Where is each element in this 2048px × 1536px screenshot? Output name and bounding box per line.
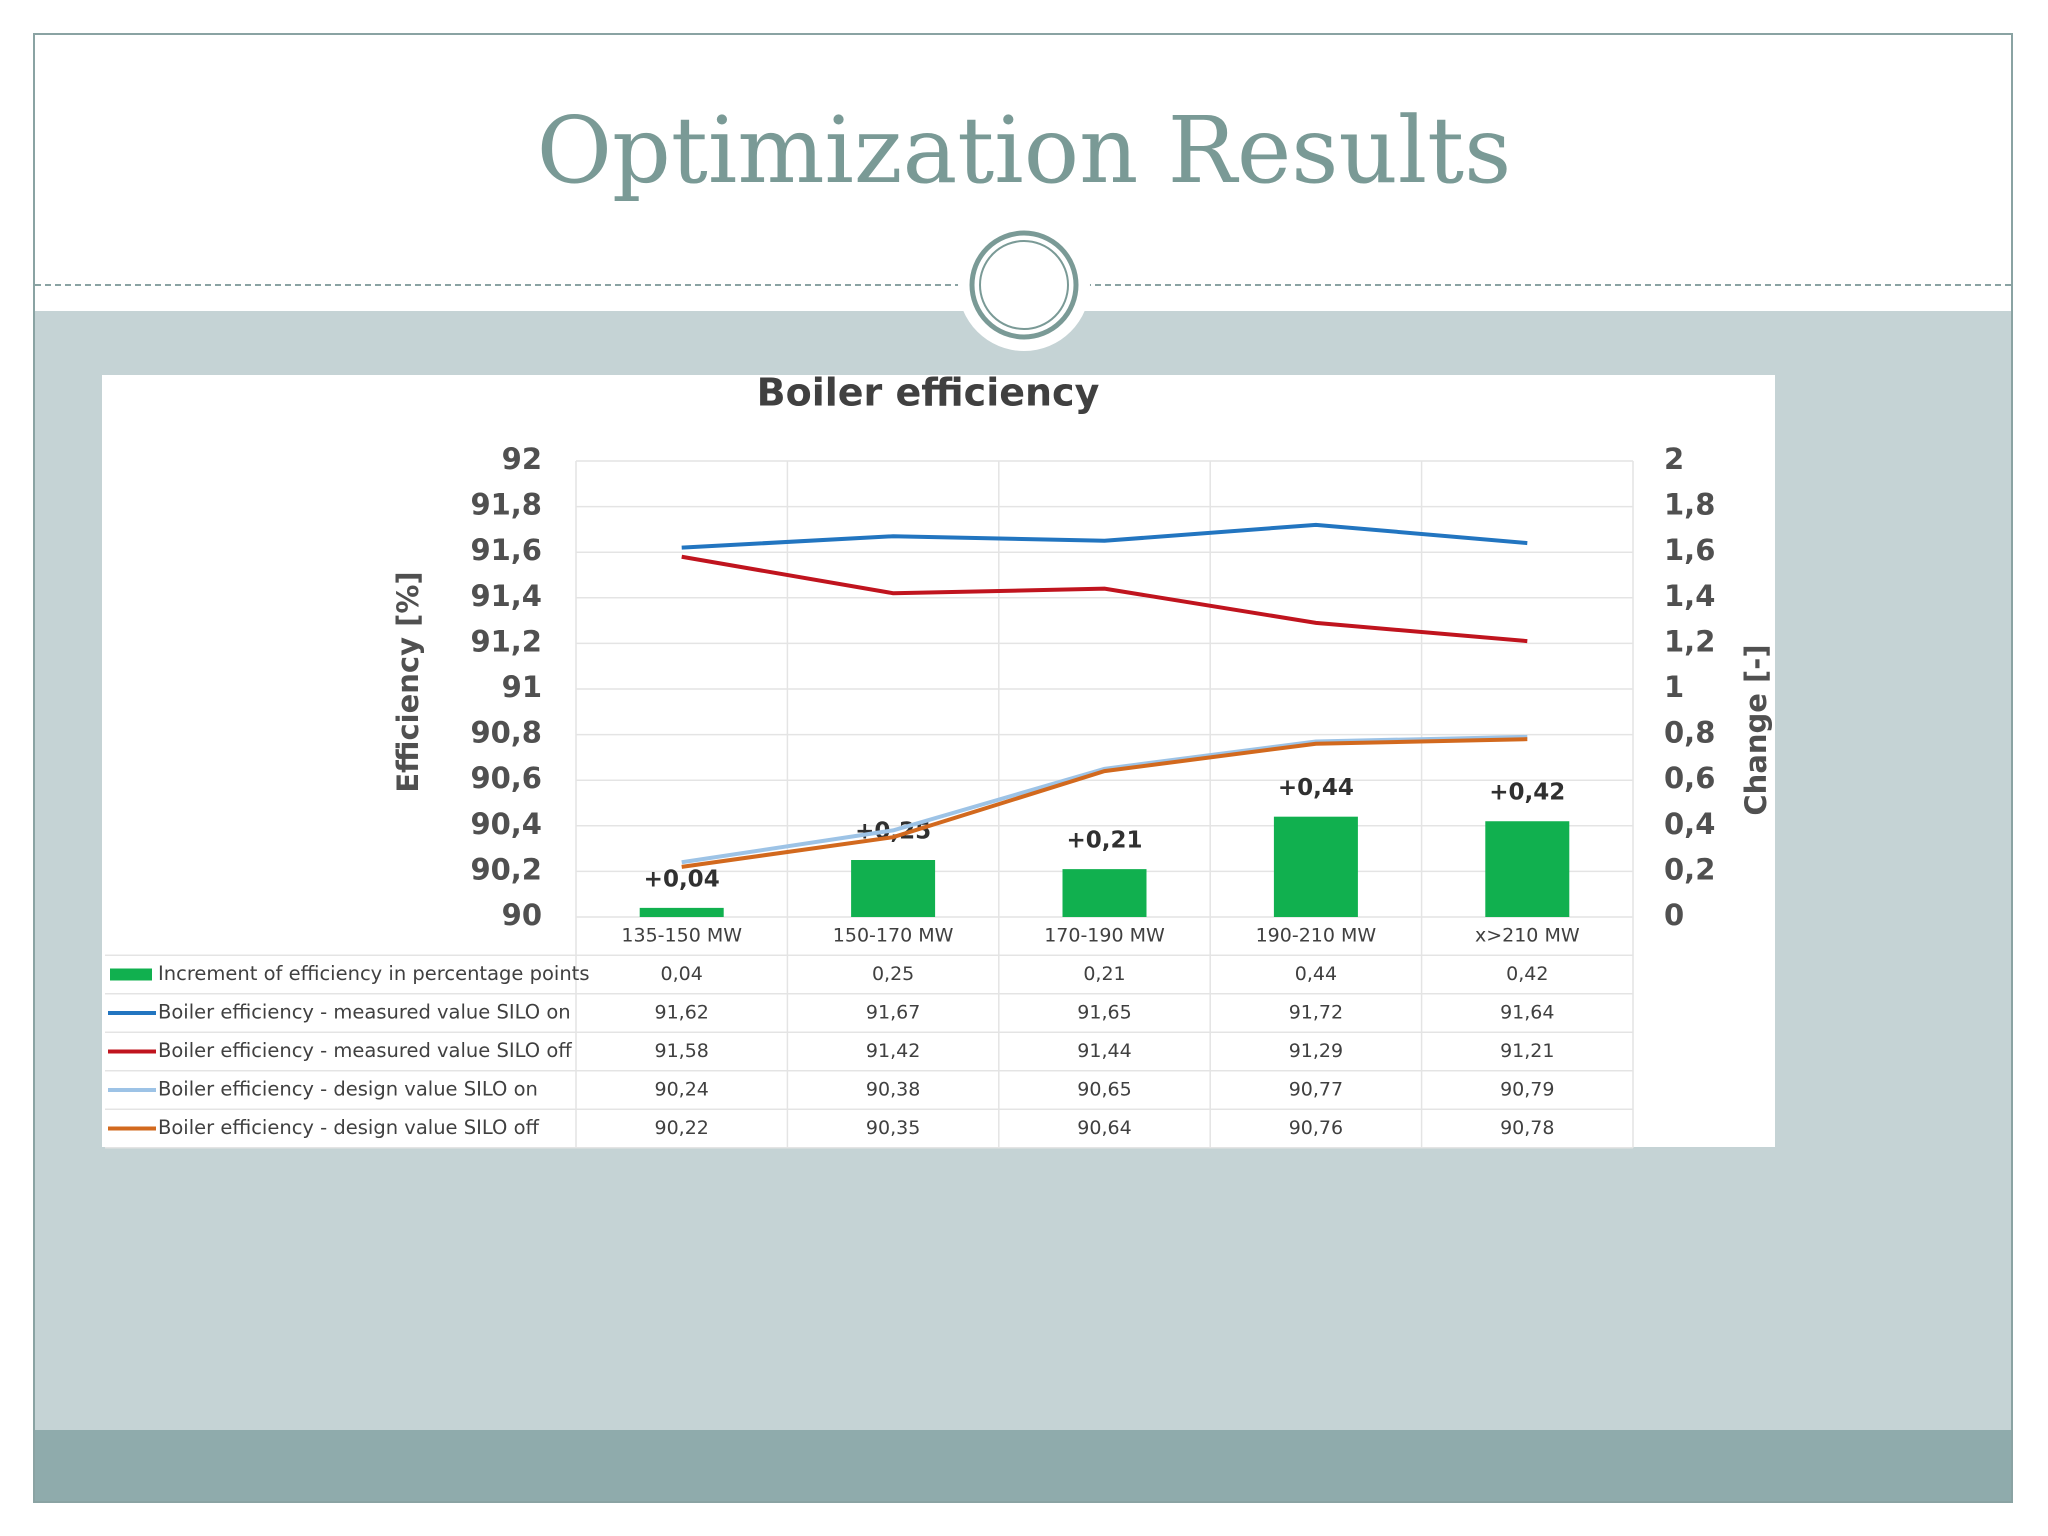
table-cell: 91,65 bbox=[1077, 1002, 1131, 1024]
table-cell: 90,38 bbox=[866, 1079, 920, 1101]
table-cell: 90,35 bbox=[866, 1117, 920, 1139]
slide-title: Optimization Results bbox=[537, 97, 1512, 204]
legend-label: Boiler efficiency - design value SILO on bbox=[158, 1078, 538, 1101]
table-cell: 91,42 bbox=[866, 1040, 920, 1062]
table-cell: 91,62 bbox=[654, 1002, 708, 1024]
y2-tick-label: 1,4 bbox=[1664, 579, 1715, 613]
footer-band bbox=[35, 1430, 2011, 1501]
table-cell: 91,67 bbox=[866, 1002, 920, 1024]
y-tick-label: 91,2 bbox=[470, 624, 542, 658]
line-series bbox=[681, 734, 1528, 865]
bar bbox=[1273, 816, 1358, 917]
data-label: +0,21 bbox=[1066, 828, 1142, 854]
line-series bbox=[681, 554, 1528, 644]
y-tick-label: 91,6 bbox=[470, 533, 542, 567]
y2-tick-label: 1,2 bbox=[1664, 624, 1715, 658]
chart-title: Boiler efficiency bbox=[757, 371, 1100, 415]
y2-tick-label: 0,6 bbox=[1664, 761, 1715, 795]
x-tick-label: 150-170 MW bbox=[833, 925, 954, 947]
legend-swatch bbox=[110, 968, 152, 981]
table-cell: 0,25 bbox=[872, 963, 914, 985]
table-cell: 90,22 bbox=[654, 1117, 708, 1139]
table-cell: 0,42 bbox=[1506, 963, 1548, 985]
table-cell: 91,44 bbox=[1077, 1040, 1131, 1062]
legend-label: Boiler efficiency - measured value SILO … bbox=[158, 1039, 572, 1062]
y2-tick-label: 2 bbox=[1664, 442, 1684, 476]
y-tick-label: 90,8 bbox=[470, 716, 542, 750]
data-label: +0,42 bbox=[1489, 780, 1565, 806]
legend-label: Boiler efficiency - design value SILO of… bbox=[158, 1116, 540, 1139]
bar bbox=[639, 907, 724, 917]
data-label: +0,04 bbox=[644, 866, 720, 892]
table-cell: 0,21 bbox=[1083, 963, 1125, 985]
table-cell: 90,65 bbox=[1077, 1079, 1131, 1101]
y2-tick-label: 1,6 bbox=[1664, 533, 1715, 567]
y-tick-label: 91,4 bbox=[470, 579, 542, 613]
line-series bbox=[681, 522, 1528, 550]
legend-label: Boiler efficiency - measured value SILO … bbox=[158, 1001, 571, 1024]
y2-tick-label: 0,4 bbox=[1664, 807, 1715, 841]
y2-axis-label: Change [-] bbox=[1739, 644, 1773, 815]
table-cell: 90,76 bbox=[1289, 1117, 1343, 1139]
x-tick-label: 190-210 MW bbox=[1256, 925, 1377, 947]
y2-tick-label: 0 bbox=[1664, 898, 1684, 932]
bar bbox=[1062, 869, 1147, 917]
y2-tick-label: 0,8 bbox=[1664, 716, 1715, 750]
y2-tick-label: 1 bbox=[1664, 670, 1684, 704]
x-tick-label: x>210 MW bbox=[1475, 925, 1580, 947]
y2-tick-label: 0,2 bbox=[1664, 852, 1715, 886]
table-cell: 91,64 bbox=[1500, 1002, 1554, 1024]
y-tick-label: 90 bbox=[502, 898, 542, 932]
data-label: +0,44 bbox=[1278, 775, 1354, 801]
ornament-inner bbox=[979, 240, 1069, 330]
y-tick-label: 91 bbox=[502, 670, 542, 704]
table-cell: 0,44 bbox=[1295, 963, 1337, 985]
x-tick-label: 170-190 MW bbox=[1044, 925, 1165, 947]
y-tick-label: 91,8 bbox=[470, 488, 542, 522]
table-cell: 90,24 bbox=[654, 1079, 708, 1101]
bar bbox=[851, 860, 936, 917]
bar bbox=[1485, 821, 1570, 917]
table-cell: 91,21 bbox=[1500, 1040, 1554, 1062]
y-tick-label: 90,6 bbox=[470, 761, 542, 795]
y-tick-label: 92 bbox=[502, 442, 542, 476]
table-cell: 91,58 bbox=[654, 1040, 708, 1062]
y-tick-label: 90,4 bbox=[470, 807, 542, 841]
y-axis-label: Efficiency [%] bbox=[391, 571, 425, 792]
ornament-ring bbox=[969, 230, 1079, 340]
table-cell: 90,79 bbox=[1500, 1079, 1554, 1101]
table-cell: 91,72 bbox=[1289, 1002, 1343, 1024]
table-cell: 0,04 bbox=[661, 963, 703, 985]
chart-box bbox=[102, 375, 1775, 1147]
x-tick-label: 135-150 MW bbox=[621, 925, 742, 947]
table-cell: 90,78 bbox=[1500, 1117, 1554, 1139]
table-cell: 91,29 bbox=[1289, 1040, 1343, 1062]
table-cell: 90,64 bbox=[1077, 1117, 1131, 1139]
y-tick-label: 90,2 bbox=[470, 852, 542, 886]
table-cell: 90,77 bbox=[1289, 1079, 1343, 1101]
legend-label: Increment of efficiency in percentage po… bbox=[158, 962, 590, 985]
line-series bbox=[681, 737, 1528, 869]
y2-tick-label: 1,8 bbox=[1664, 488, 1715, 522]
